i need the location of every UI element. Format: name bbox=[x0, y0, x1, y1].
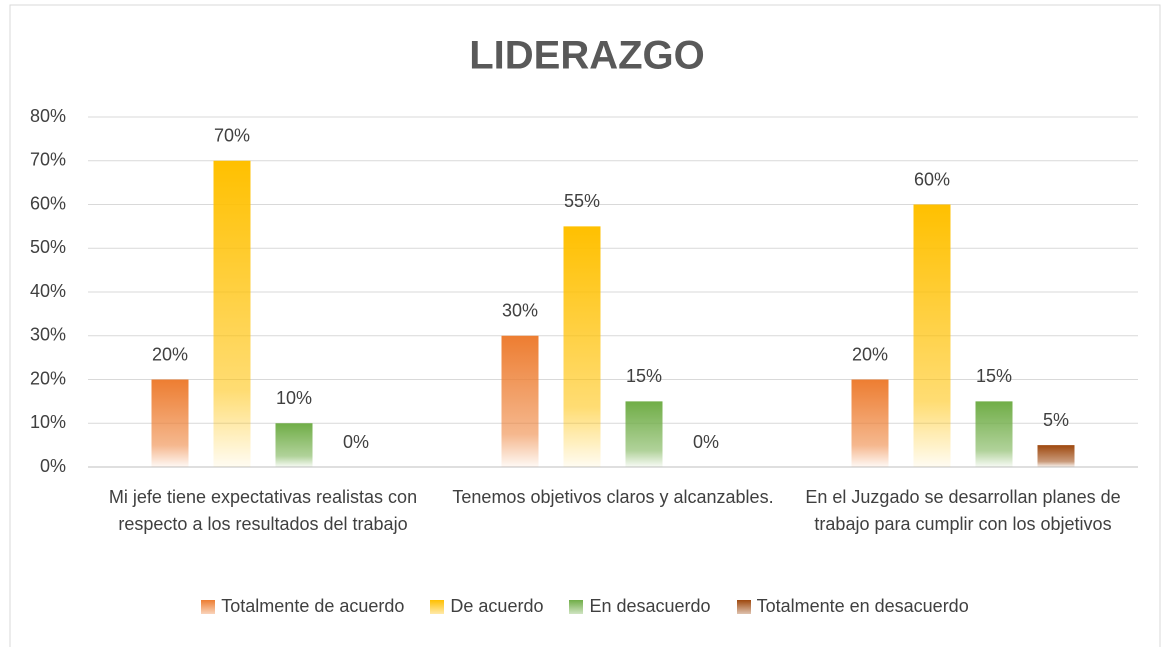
data-label: 15% bbox=[626, 366, 662, 386]
bar bbox=[1037, 445, 1075, 467]
legend-swatch bbox=[736, 599, 751, 614]
y-tick-label: 70% bbox=[30, 150, 66, 170]
data-label: 0% bbox=[343, 432, 369, 452]
bar bbox=[851, 379, 889, 467]
legend-label: En desacuerdo bbox=[589, 596, 711, 616]
y-tick-label: 0% bbox=[40, 456, 66, 476]
data-label: 60% bbox=[914, 169, 950, 189]
legend-label: De acuerdo bbox=[450, 596, 544, 616]
x-tick-label: Tenemos objetivos claros y alcanzables. bbox=[452, 487, 774, 507]
data-label: 0% bbox=[693, 432, 719, 452]
y-tick-label: 10% bbox=[30, 412, 66, 432]
bar bbox=[563, 226, 601, 467]
legend: Totalmente de acuerdo De acuerdo En desacu… bbox=[0, 596, 1170, 617]
data-label: 70% bbox=[214, 126, 250, 146]
bar bbox=[975, 401, 1013, 467]
data-label: 10% bbox=[276, 388, 312, 408]
x-tick-label: En el Juzgado se desarrollan planes de t… bbox=[805, 487, 1121, 534]
legend-label: Totalmente en desacuerdo bbox=[756, 596, 969, 616]
legend-label: Totalmente de acuerdo bbox=[221, 596, 405, 616]
chart-title: LIDERAZGO bbox=[469, 34, 705, 78]
legend-item: De acuerdo bbox=[430, 596, 543, 617]
chart-border bbox=[9, 4, 1161, 647]
data-label: 20% bbox=[152, 344, 188, 364]
bar bbox=[151, 379, 189, 467]
y-tick-label: 40% bbox=[30, 281, 66, 301]
legend-swatch bbox=[569, 599, 584, 614]
legend-item: Totalmente en desacuerdo bbox=[736, 596, 969, 617]
bar bbox=[625, 401, 663, 467]
legend-swatch bbox=[430, 599, 445, 614]
data-label: 15% bbox=[976, 366, 1012, 386]
bar bbox=[501, 335, 539, 467]
y-tick-label: 50% bbox=[30, 237, 66, 257]
y-tick-label: 80% bbox=[30, 106, 66, 126]
bar bbox=[213, 160, 251, 467]
legend-item: En desacuerdo bbox=[569, 596, 711, 617]
data-label: 30% bbox=[502, 301, 538, 321]
bar bbox=[913, 204, 951, 467]
legend-swatch bbox=[201, 599, 216, 614]
y-tick-label: 30% bbox=[30, 325, 66, 345]
data-label: 20% bbox=[852, 344, 888, 364]
data-label: 55% bbox=[564, 191, 600, 211]
x-tick-label: Mi jefe tiene expectativas realistas con… bbox=[108, 487, 418, 534]
legend-item: Totalmente de acuerdo bbox=[201, 596, 404, 617]
bar bbox=[275, 423, 313, 467]
y-tick-label: 20% bbox=[30, 368, 66, 388]
y-tick-label: 60% bbox=[30, 193, 66, 213]
data-label: 5% bbox=[1043, 410, 1069, 430]
